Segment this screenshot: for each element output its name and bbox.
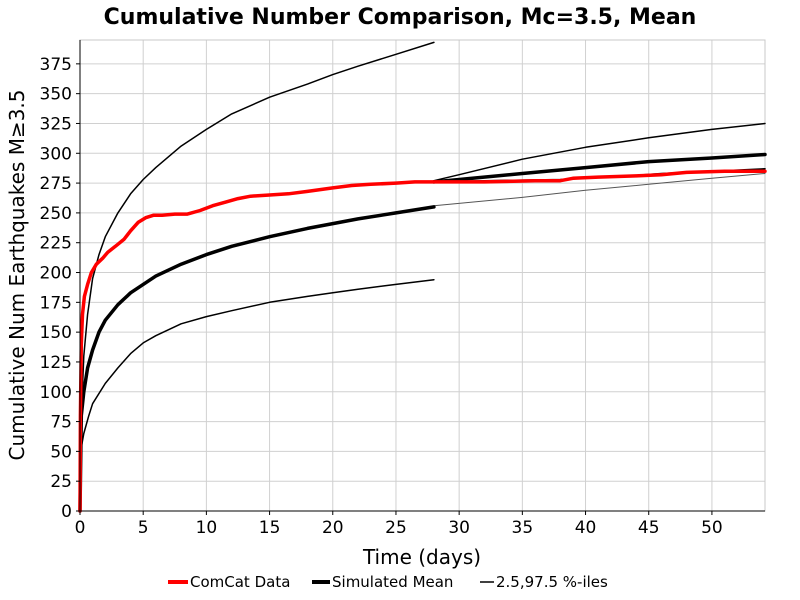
chart-title: Cumulative Number Comparison, Mc=3.5, Me…: [104, 5, 697, 30]
series-line-simulated-mean: [78, 205, 436, 513]
y-tick-label: 50: [50, 442, 72, 462]
y-tick-label: 150: [40, 323, 72, 343]
x-tick-label: 20: [322, 518, 344, 538]
x-tick-label: 30: [448, 518, 470, 538]
x-tick-label: 0: [75, 518, 86, 538]
series-line-2-5-ile: [79, 278, 435, 512]
x-axis-label: Time (days): [362, 545, 481, 569]
legend-label-simulated-mean: Simulated Mean: [332, 573, 453, 591]
series-line-97-5-ile: [433, 122, 766, 182]
x-tick-label: 15: [259, 518, 281, 538]
y-tick-label: 100: [40, 383, 72, 403]
x-tick-label: 25: [385, 518, 407, 538]
y-tick-label: 75: [50, 413, 72, 433]
x-ticks: 0 5 10 15 20 25 30 35 40 45 50: [75, 511, 723, 538]
y-tick-label: 375: [40, 55, 72, 75]
legend-label-comcat-data: ComCat Data: [190, 573, 290, 591]
gridlines: [79, 40, 765, 512]
y-ticks: 0 25 50 75 100 125 150 175 200 225 250 275 300 325 350…: [40, 55, 80, 522]
series-line-simulated-mean: [432, 152, 767, 184]
y-tick-label: 175: [40, 293, 72, 313]
plot-area: [79, 39, 766, 512]
series-line-2-5-ile: [433, 173, 766, 207]
series-line-comcat-data: [78, 169, 767, 513]
y-tick-label: 250: [40, 204, 72, 224]
x-tick-label: 10: [196, 518, 218, 538]
y-tick-label: 125: [40, 353, 72, 373]
y-tick-label: 275: [40, 174, 72, 194]
x-tick-label: 45: [638, 518, 660, 538]
x-tick-label: 5: [138, 518, 149, 538]
y-tick-label: 225: [40, 234, 72, 254]
x-tick-label: 50: [701, 518, 723, 538]
y-tick-label: 200: [40, 264, 72, 284]
x-tick-label: 40: [575, 518, 597, 538]
y-tick-label: 25: [50, 472, 72, 492]
legend: ComCat Data Simulated Mean 2.5,97.5 %-iles: [168, 573, 608, 591]
series-line-97-5-ile: [79, 41, 435, 512]
y-tick-label: 300: [40, 144, 72, 164]
x-tick-label: 35: [512, 518, 534, 538]
y-tick-label: 350: [40, 85, 72, 105]
series-layer: [78, 41, 767, 513]
y-axis-label: Cumulative Num Earthquakes M≥3.5: [5, 89, 29, 460]
legend-label-2-5-97-5-iles: 2.5,97.5 %-iles: [496, 573, 608, 591]
y-tick-label: 0: [61, 502, 72, 522]
y-tick-label: 325: [40, 114, 72, 134]
